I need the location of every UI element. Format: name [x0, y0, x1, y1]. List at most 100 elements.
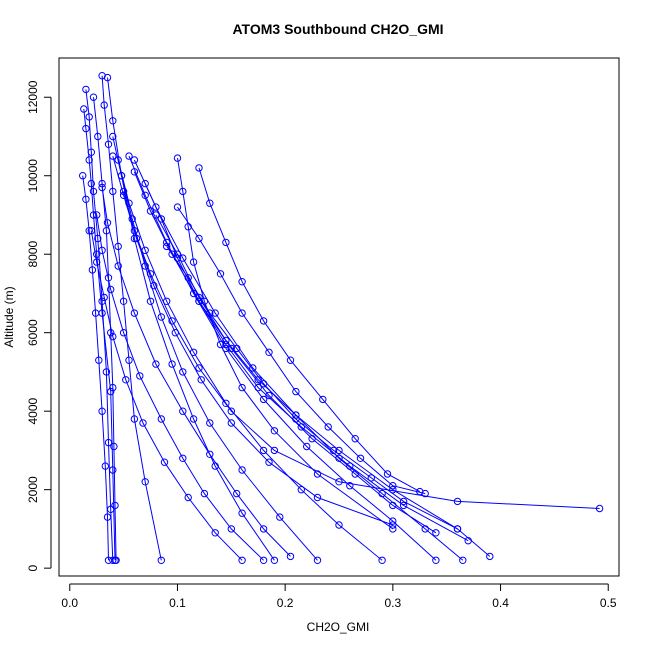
data-point: [111, 501, 119, 510]
data-point: [313, 556, 322, 564]
data-point: [206, 309, 214, 317]
data-point: [335, 521, 343, 529]
series-line: [117, 159, 383, 561]
data-point: [107, 285, 115, 294]
data-point: [168, 250, 176, 258]
data-point: [114, 242, 122, 251]
data-point: [184, 274, 192, 282]
data-point: [130, 415, 139, 423]
data-point: [259, 525, 268, 533]
data-point: [122, 376, 130, 384]
data-point: [286, 356, 295, 364]
data-point: [100, 293, 108, 302]
y-tick-label: 12000: [26, 80, 40, 114]
data-point: [378, 556, 386, 564]
data-point: [238, 383, 246, 392]
data-point: [93, 250, 101, 258]
data-point: [157, 415, 166, 423]
data-point: [233, 489, 241, 498]
data-point: [103, 73, 112, 82]
data-point: [98, 183, 106, 192]
data-point: [89, 187, 98, 196]
data-point: [189, 415, 198, 423]
data-point: [95, 356, 103, 364]
data-point: [399, 497, 408, 506]
data-point: [146, 207, 155, 215]
data-point: [130, 227, 139, 235]
data-point: [206, 450, 214, 458]
series-line: [93, 97, 117, 561]
series-layer: [79, 72, 604, 564]
data-point: [286, 552, 295, 561]
data-point: [98, 246, 106, 255]
series-line: [133, 159, 464, 561]
data-point: [80, 105, 88, 113]
data-point: [351, 435, 359, 443]
series-line: [144, 183, 469, 542]
data-point: [459, 556, 467, 564]
data-point: [453, 525, 462, 533]
data-point: [308, 435, 316, 443]
data-point: [206, 199, 214, 207]
data-point: [110, 442, 118, 451]
x-tick-label: 0.1: [169, 596, 186, 610]
data-point: [195, 234, 203, 243]
data-point: [130, 156, 139, 164]
data-point: [163, 242, 171, 251]
data-point: [335, 446, 343, 455]
x-tick-label: 0.0: [61, 596, 78, 610]
data-point: [335, 478, 343, 486]
data-point: [157, 313, 166, 321]
data-point: [85, 113, 93, 121]
data-point: [109, 152, 117, 160]
data-point: [453, 497, 462, 506]
data-point: [168, 317, 176, 325]
data-point: [259, 380, 268, 388]
series-line: [107, 77, 275, 561]
data-point: [102, 368, 111, 376]
data-point: [125, 152, 133, 160]
data-point: [292, 415, 300, 423]
data-point: [82, 124, 90, 133]
data-point: [112, 556, 120, 564]
series-line: [82, 175, 109, 561]
series-line: [96, 214, 264, 561]
y-tick-label: 6000: [26, 319, 40, 346]
y-tick-label: 2000: [26, 476, 40, 503]
data-point: [238, 309, 246, 317]
series-line: [166, 246, 458, 530]
data-point: [265, 348, 273, 356]
data-point: [107, 387, 115, 396]
data-point: [195, 364, 203, 372]
data-point: [346, 482, 354, 490]
series-line: [90, 230, 243, 561]
data-point: [125, 356, 133, 364]
series-line: [112, 136, 318, 561]
data-point: [197, 376, 205, 384]
data-point: [270, 446, 279, 455]
series-line: [101, 187, 291, 557]
data-point: [104, 556, 113, 564]
data-point: [107, 329, 115, 337]
data-point: [173, 203, 182, 211]
data-point: [94, 132, 102, 141]
data-point: [82, 195, 90, 204]
series-line: [177, 206, 426, 495]
data-point: [98, 407, 106, 415]
data-point: [87, 148, 96, 156]
data-point: [351, 470, 359, 478]
series-line: [112, 155, 393, 526]
series-line: [123, 191, 600, 509]
data-point: [486, 552, 494, 561]
data-point: [249, 364, 257, 372]
data-point: [211, 529, 219, 537]
data-point: [389, 501, 397, 510]
data-point: [254, 383, 262, 392]
data-point: [93, 211, 101, 219]
data-point: [103, 513, 112, 521]
data-point: [173, 154, 182, 162]
y-tick-label: 10000: [26, 159, 40, 193]
x-axis-label: CH2O_GMI: [307, 620, 370, 634]
data-point: [399, 501, 408, 510]
data-point: [303, 442, 311, 451]
